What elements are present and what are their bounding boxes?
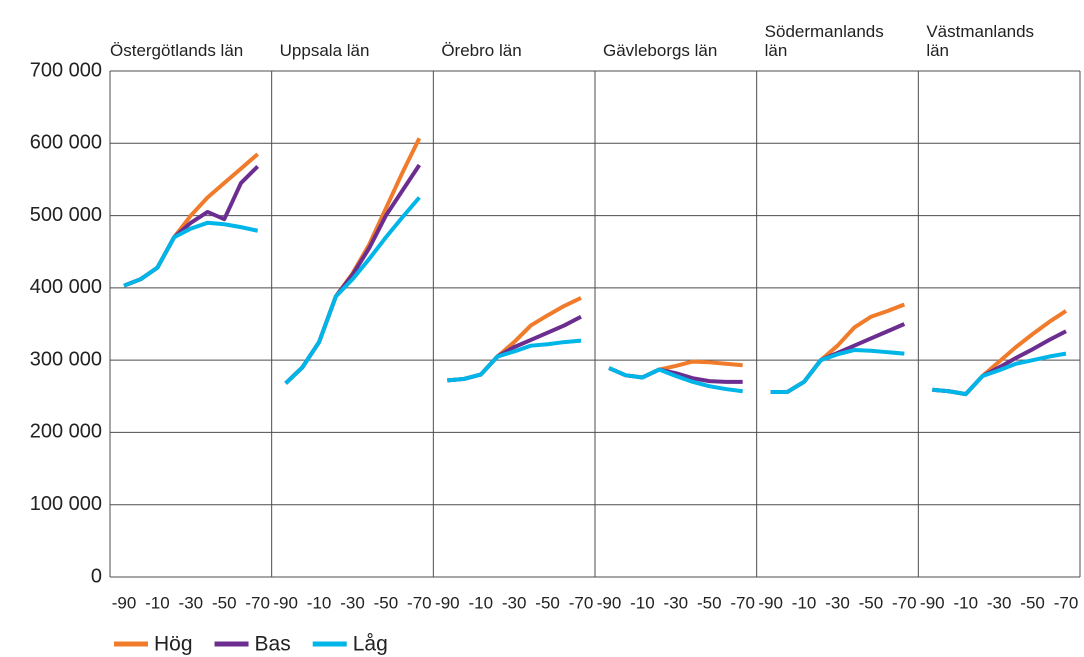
series-line [770,348,905,394]
y-tick-label: 400 000 [30,276,102,298]
panel-title: Gävleborgs län [603,41,718,60]
x-tick-label: -30 [340,593,365,612]
x-tick-label: -50 [212,593,237,612]
x-tick-label: -70 [1054,593,1079,612]
x-tick-label: -30 [825,593,850,612]
x-tick-label: -10 [630,593,655,612]
x-tick-label: -90 [435,593,460,612]
series-line [447,338,582,383]
panel-title: Södermanlands län [764,22,884,60]
series-line [932,351,1067,397]
x-tick-label: -70 [892,593,917,612]
x-tick-label: -90 [920,593,945,612]
y-tick-label: 300 000 [30,348,102,370]
x-tick-label: -50 [697,593,722,612]
series-line [284,137,422,385]
x-tick-label: -70 [730,593,755,612]
x-tick-label: -10 [468,593,493,612]
series-line [770,302,906,394]
panel-title: Uppsala län [279,41,370,60]
legend-label: Bas [255,633,291,656]
y-tick-label: 0 [91,565,102,587]
series-line [447,314,582,383]
legend-label: Hög [154,633,193,656]
y-tick-label: 200 000 [30,421,102,443]
series-line [447,296,582,383]
x-tick-label: -70 [407,593,432,612]
x-tick-label: -90 [112,593,137,612]
x-tick-label: -10 [792,593,817,612]
x-tick-label: -70 [569,593,594,612]
y-tick-label: 500 000 [30,204,102,226]
x-tick-label: -50 [1020,593,1045,612]
x-tick-label: -30 [502,593,527,612]
x-tick-label: -30 [664,593,689,612]
x-tick-label: -50 [535,593,560,612]
x-tick-label: -30 [987,593,1012,612]
x-tick-label: -50 [859,593,884,612]
x-tick-label: -50 [374,593,399,612]
x-tick-label: -70 [245,593,270,612]
panel-title: Örebro län [441,41,522,60]
x-tick-label: -90 [758,593,783,612]
series-line [284,196,421,385]
legend-label: Låg [353,633,388,656]
series-line [608,366,743,394]
series-line [932,309,1068,397]
y-tick-label: 100 000 [30,493,102,515]
x-tick-label: -30 [179,593,204,612]
panel-title: Västmanlands län [926,22,1035,60]
x-tick-label: -10 [953,593,978,612]
x-tick-label: -10 [145,593,170,612]
series-line [284,163,422,385]
series-line [123,220,259,288]
y-tick-label: 600 000 [30,132,102,154]
x-tick-label: -90 [273,593,298,612]
x-tick-label: -10 [307,593,332,612]
series-line [770,322,906,394]
y-tick-label: 700 000 [30,59,102,81]
panel-title: Östergötlands län [110,41,244,60]
x-tick-label: -90 [597,593,622,612]
series-line [123,152,259,288]
